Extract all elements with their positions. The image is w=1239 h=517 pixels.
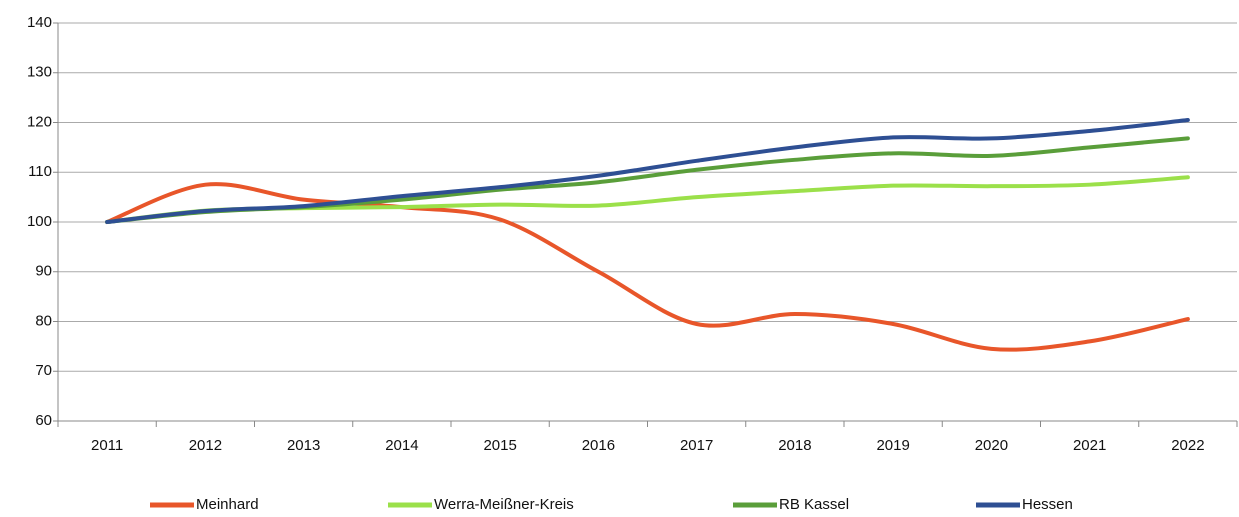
x-tick-label: 2016 [582,437,615,454]
legend-label: RB Kassel [779,496,849,513]
y-tick-label: 140 [27,14,52,31]
x-tick-label: 2020 [975,437,1008,454]
x-tick-label: 2013 [287,437,320,454]
y-tick-label: 90 [35,263,52,280]
y-tick-label: 60 [35,412,52,429]
legend-label: Werra-Meißner-Kreis [434,496,574,513]
line-series [105,175,1190,224]
legend-label: Hessen [1022,496,1073,513]
x-tick-label: 2015 [483,437,516,454]
x-tick-label: 2019 [876,437,909,454]
x-tick-label: 2021 [1073,437,1106,454]
line-series [105,118,1190,224]
y-tick-label: 120 [27,113,52,130]
y-tick-label: 110 [28,163,52,180]
y-tick-label: 80 [35,312,52,329]
x-tick-label: 2012 [189,437,222,454]
x-tick-label: 2022 [1171,437,1204,454]
line-series [105,182,1190,352]
legend-label: Meinhard [196,496,259,513]
x-tick-label: 2011 [91,437,123,454]
y-tick-label: 130 [27,64,52,81]
y-tick-label: 100 [27,213,52,230]
x-tick-label: 2017 [680,437,713,454]
x-tick-label: 2018 [778,437,811,454]
y-tick-label: 70 [35,362,52,379]
x-tick-label: 2014 [385,437,418,454]
